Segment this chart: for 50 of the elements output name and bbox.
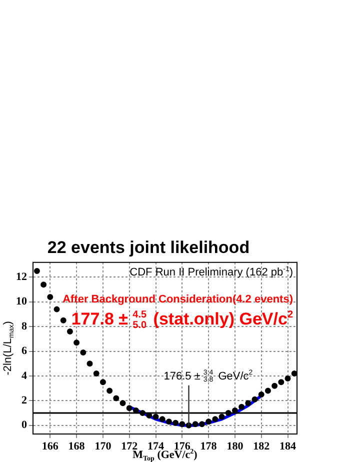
point — [100, 379, 106, 386]
chart-title: 22 events joint likelihood — [47, 238, 250, 257]
y-tick-label: 12 — [16, 271, 28, 284]
point — [86, 360, 93, 367]
point — [272, 382, 278, 389]
point — [278, 379, 284, 386]
point — [291, 370, 297, 377]
point — [152, 414, 159, 420]
x-tick-label: 184 — [280, 440, 297, 452]
point — [258, 391, 264, 398]
y-tick-label: 8 — [22, 320, 28, 332]
point — [66, 328, 73, 335]
x-tick-label: 182 — [253, 440, 270, 452]
x-tick-label: 168 — [68, 440, 86, 452]
point — [47, 294, 54, 300]
point — [179, 421, 186, 428]
point — [113, 395, 120, 402]
point — [159, 416, 166, 422]
annotation: After Background Consideration(4.2 events) — [62, 293, 294, 306]
point — [120, 400, 126, 406]
point — [74, 340, 80, 346]
y-tick-label: 6 — [22, 345, 28, 358]
point — [60, 317, 66, 324]
point — [80, 350, 86, 356]
x-tick-label: 166 — [42, 440, 59, 452]
point — [264, 388, 271, 394]
x-tick-label: 170 — [94, 440, 112, 452]
y-tick-label: 4 — [22, 370, 28, 382]
point — [40, 282, 47, 288]
point — [106, 388, 113, 394]
point — [284, 375, 291, 382]
point — [252, 396, 258, 402]
point — [172, 420, 179, 426]
x-tick-label: 180 — [226, 440, 244, 452]
y-tick-label: 0 — [22, 419, 28, 432]
point — [245, 400, 252, 406]
point — [34, 268, 40, 274]
y-tick-label: 2 — [22, 394, 28, 407]
point — [126, 405, 132, 412]
point — [218, 414, 225, 420]
y-tick-label: 10 — [16, 296, 28, 308]
point — [212, 416, 218, 422]
x-tick-label: 178 — [200, 440, 218, 452]
point — [192, 421, 198, 428]
point — [206, 418, 212, 425]
point — [93, 370, 100, 377]
point — [166, 418, 172, 425]
point — [54, 306, 60, 312]
point — [198, 421, 205, 428]
point — [238, 404, 245, 410]
